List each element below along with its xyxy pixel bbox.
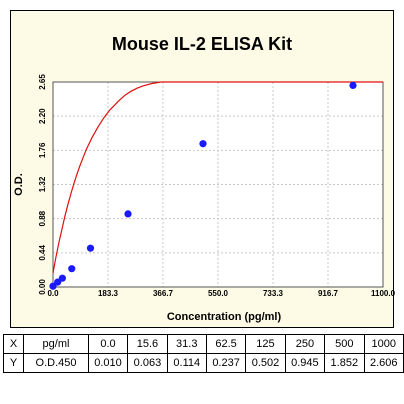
table-cell: 1000 [363, 334, 404, 354]
table-cell: 0.010 [87, 353, 129, 373]
data-point [199, 140, 207, 148]
table-cell: 15.6 [127, 334, 168, 354]
table-cell: pg/ml [23, 334, 89, 354]
x-tick-label: 366.7 [153, 289, 174, 298]
y-tick-label: 0.00 [38, 279, 47, 295]
data-point [86, 244, 95, 252]
y-tick-label: 1.32 [38, 176, 47, 192]
table-cell: 0.237 [205, 353, 247, 373]
x-tick-label: 1100.0 [371, 289, 396, 298]
table-row: Y O.D.450 0.010 0.063 0.114 0.237 0.502 0.945 1.… [2, 353, 404, 373]
table-cell: 1.852 [324, 353, 365, 373]
fit-curve-line [52, 81, 383, 274]
table-cell: 2.606 [363, 353, 404, 373]
table-cell: 500 [324, 334, 365, 354]
x-tick-label: 550.0 [208, 289, 229, 298]
y-tick-label: 1.76 [38, 142, 47, 158]
data-point [124, 210, 132, 218]
table-cell: O.D.450 [23, 353, 89, 373]
table-cell: Y [2, 353, 25, 373]
data-point [58, 274, 66, 282]
y-axis-label: O.D. [13, 173, 25, 196]
table-cell: 62.5 [205, 334, 247, 354]
table-cell: 0.114 [166, 353, 207, 373]
table-cell: 250 [284, 334, 326, 354]
chart-title: Mouse IL-2 ELISA Kit [111, 34, 293, 54]
x-tick-label: 183.3 [98, 289, 119, 298]
table-cell: 125 [245, 334, 286, 354]
data-point [349, 81, 357, 90]
table-cell: X [2, 334, 25, 354]
table-cell: 0.0 [87, 334, 129, 354]
x-tick-label: 733.3 [263, 289, 284, 298]
x-tick-label: 0.0 [47, 289, 59, 298]
y-tick-label: 0.88 [38, 210, 47, 226]
data-point [68, 265, 76, 273]
data-point [49, 282, 57, 290]
y-tick-label: 2.65 [38, 74, 47, 90]
data-point [54, 278, 62, 286]
chart-plot: 0.0 183.3 366.7 550.0 733.3 916.7 1100.0 0.00 0.… [13, 74, 396, 323]
table-cell: 0.502 [245, 353, 286, 373]
x-tick-label: 916.7 [318, 289, 339, 298]
y-tick-label: 2.20 [38, 108, 47, 124]
table-cell: 0.063 [127, 353, 168, 373]
table-cell: 0.945 [284, 353, 326, 373]
table-cell: 31.3 [166, 334, 207, 354]
y-tick-label: 0.44 [38, 245, 47, 261]
x-axis-label: Concentration (pg/ml) [167, 311, 282, 323]
